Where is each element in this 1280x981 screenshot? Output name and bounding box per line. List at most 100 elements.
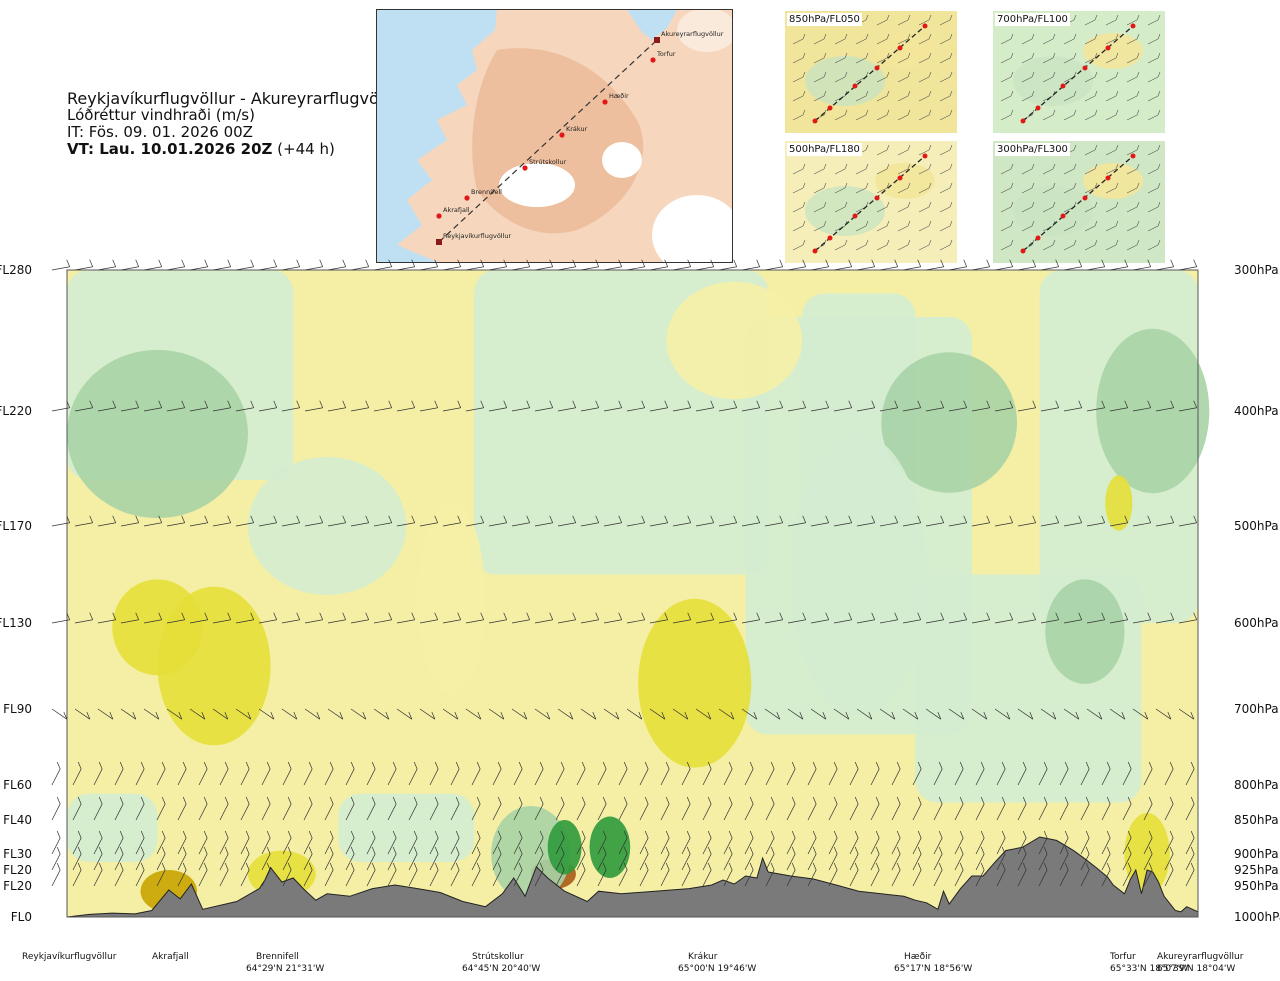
wind-barb (97, 266, 116, 271)
wind-barb (996, 853, 1006, 871)
wind-barb-feather (182, 761, 187, 770)
wind-barb (672, 619, 691, 624)
wind-barb-feather (201, 712, 206, 720)
wind-barb (1164, 837, 1174, 855)
wind-barb-feather (158, 259, 163, 267)
wind-barb (408, 837, 418, 855)
wind-barb-feather (602, 796, 607, 805)
wind-barb (576, 837, 586, 855)
wind-barb-feather (871, 259, 876, 267)
wind-barb (807, 803, 817, 821)
mini-map-graphic (993, 141, 1165, 263)
wind-barb (442, 619, 461, 624)
wind-barb-feather (875, 846, 880, 855)
wind-barb (649, 708, 666, 720)
wind-barb (828, 768, 838, 786)
wind-barb (177, 803, 187, 821)
wind-barb-feather (227, 400, 232, 408)
wind-barb (879, 708, 896, 720)
map-place-label: Hæðir (609, 92, 629, 100)
wind-barb (303, 869, 313, 887)
wind-barb-feather (1098, 712, 1103, 720)
wind-barb (198, 837, 208, 855)
wind-barb (511, 522, 530, 527)
wind-barb-feather (392, 862, 397, 871)
wind-barb (465, 407, 484, 412)
wind-barb-feather (1124, 259, 1129, 267)
wind-barb (1132, 619, 1151, 624)
flight-level-label: FL60 (3, 778, 32, 792)
wind-barb (879, 522, 898, 527)
wind-barb (156, 803, 166, 821)
wind-barb (718, 708, 735, 720)
terrain-patch (677, 10, 732, 52)
wind-barb (744, 837, 754, 855)
wind-barb (849, 853, 859, 871)
wind-barb-feather (661, 712, 666, 720)
wind-barb-feather (770, 796, 775, 805)
wind-barb (649, 619, 668, 624)
wind-barb-feather (618, 515, 623, 523)
wind-barb-feather (1085, 830, 1090, 839)
wind-barb (1101, 768, 1111, 786)
wind-barb (891, 837, 901, 855)
wind-barb-row (51, 761, 1195, 786)
sea-north (627, 10, 677, 40)
wind-barb-feather (833, 796, 838, 805)
wind-barb-feather (204, 612, 209, 620)
wind-barb (1132, 708, 1149, 720)
flight-level-label: FL220 (0, 404, 32, 418)
wind-barb (765, 853, 775, 871)
wind-barb-feather (707, 830, 712, 839)
glacier-vatnajokull (652, 195, 732, 262)
wind-barb-feather (457, 259, 462, 267)
wind-barb-feather (497, 796, 502, 805)
wind-barb-feather (1124, 612, 1129, 620)
wind-barb-feather (411, 259, 416, 267)
wind-barb (166, 266, 185, 271)
wind-barb-feather (227, 259, 232, 267)
wind-barb-feather (749, 796, 754, 805)
wind-barb (534, 803, 544, 821)
wind-barb-feather (980, 862, 985, 871)
mini-map-graphic (993, 11, 1165, 133)
wind-barb-feather (497, 846, 502, 855)
wind-barb (718, 522, 737, 527)
wind-barb-feather (644, 761, 649, 770)
wind-barb-feather (371, 796, 376, 805)
vertical-wind-cell (417, 503, 486, 695)
wind-barb (219, 869, 229, 887)
wind-barb (954, 869, 964, 887)
wind-barb (948, 619, 967, 624)
wind-barb (303, 803, 313, 821)
map-place-label: Torfur (656, 50, 676, 58)
vertical-wind-cell (790, 434, 927, 715)
wind-barb-feather (224, 862, 229, 871)
wind-barb (1164, 768, 1174, 786)
flight-level-label: FL90 (3, 702, 32, 716)
wind-barb-feather (618, 259, 623, 267)
wind-barb (870, 768, 880, 786)
wind-barb (51, 803, 61, 821)
wind-barb-feather (710, 400, 715, 408)
wind-barb (1063, 407, 1082, 412)
wind-barb-feather (181, 612, 186, 620)
flight-level-label: FL280 (0, 263, 32, 277)
wind-barb (786, 803, 796, 821)
wind-barb-feather (63, 712, 68, 720)
map-place-label: Krákur (566, 125, 588, 133)
wind-barb-feather (266, 796, 271, 805)
wind-barb-feather (77, 846, 82, 855)
wind-barb (1040, 407, 1059, 412)
wind-barb-feather (728, 796, 733, 805)
wind-barb (603, 619, 622, 624)
wind-barb (1059, 768, 1069, 786)
wind-barb-feather (56, 846, 61, 855)
mini-map-label: 850hPa/FL050 (787, 13, 862, 26)
wind-barb (672, 266, 691, 271)
wind-barb (1086, 708, 1103, 720)
wind-barb (396, 708, 413, 720)
wind-barb (324, 853, 334, 871)
wind-barb-feather (917, 612, 922, 620)
wind-barb-feather (940, 612, 945, 620)
